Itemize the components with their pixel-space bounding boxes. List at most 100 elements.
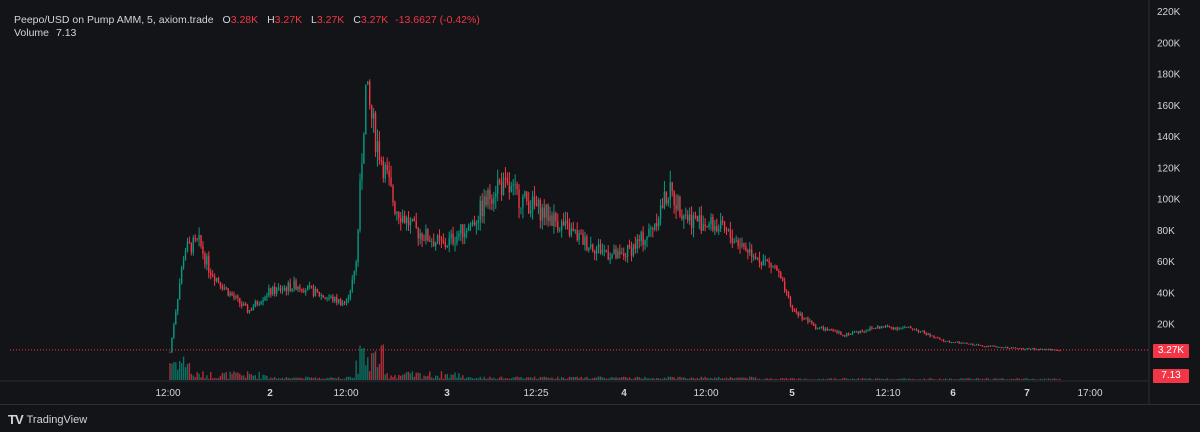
volume-bar (299, 377, 301, 380)
volume-bar (458, 373, 460, 380)
candle-body (392, 185, 394, 203)
candle-body (446, 246, 448, 247)
candle-body (716, 226, 718, 232)
candle-body (361, 163, 363, 181)
volume-bar (529, 377, 532, 380)
volume-bar (258, 371, 260, 380)
volume-bar (277, 378, 280, 380)
candle-body (407, 217, 410, 226)
volume-bar (671, 376, 673, 380)
candle-body (516, 184, 518, 190)
volume-bar (262, 374, 264, 380)
volume-bar (617, 377, 619, 380)
volume-bar (917, 379, 920, 380)
candle-body (227, 288, 229, 296)
candle-body (958, 341, 960, 344)
volume-bar (398, 374, 400, 380)
candle-body (1005, 347, 1007, 348)
volume-bar (1005, 379, 1007, 380)
volume-bar (469, 377, 472, 380)
volume-bar (415, 372, 417, 380)
volume-bar (865, 378, 867, 380)
volume-bar (363, 347, 365, 380)
candle-body (826, 328, 829, 331)
candle-body (324, 297, 326, 299)
volume-bar (685, 378, 687, 380)
volume-bar (407, 371, 410, 380)
volume-bar (675, 378, 677, 380)
candle-body (979, 345, 982, 346)
candle-body (345, 299, 348, 303)
candle-body (811, 320, 813, 324)
candle-body (320, 295, 322, 297)
candle-body (415, 220, 417, 228)
candle-body (465, 230, 468, 233)
volume-bar (336, 378, 338, 380)
volume-bar (429, 371, 431, 380)
volume-bar (937, 379, 939, 380)
candle-body (229, 292, 231, 296)
volume-bar (799, 378, 801, 380)
volume-bar (465, 377, 468, 380)
candle-body (396, 212, 398, 214)
volume-bar (599, 376, 602, 380)
candle-body (1026, 348, 1028, 350)
volume-bar (855, 379, 858, 380)
volume-bar (380, 345, 383, 380)
volume-bar (297, 377, 299, 380)
candle-body (605, 250, 607, 252)
candle-body (642, 232, 644, 245)
tradingview-brand[interactable]: TV TradingView (8, 412, 87, 427)
candle-body (1053, 349, 1055, 351)
candle-body (543, 207, 545, 218)
volume-bar (706, 378, 708, 380)
candle-body (884, 326, 887, 328)
candle-body (568, 222, 571, 236)
volume-bar (512, 377, 514, 380)
volume-bar (801, 379, 803, 380)
candle-body (882, 326, 885, 328)
volume-bar (824, 379, 827, 380)
candle-body (880, 326, 883, 329)
candle-body (403, 215, 406, 224)
candle-body (859, 330, 861, 333)
candle-body (444, 242, 447, 247)
candle-body (968, 343, 970, 345)
candle-body (200, 234, 202, 247)
volume-bar (1006, 379, 1009, 380)
candle-body (493, 197, 495, 204)
candle-body (498, 179, 501, 182)
volume-bar (828, 378, 830, 380)
volume-bar (882, 379, 885, 380)
volume-bar (756, 379, 759, 380)
volume-bar (244, 377, 247, 380)
volume-bar (322, 378, 324, 380)
candle-body (789, 297, 792, 306)
candle-body (586, 236, 588, 250)
volume-bar (906, 379, 908, 380)
candle-body (369, 81, 371, 106)
volume-bar (673, 377, 675, 380)
volume-bar (1055, 378, 1057, 380)
volume-bar (745, 377, 747, 380)
volume-bar (586, 376, 588, 380)
candle-body (673, 191, 675, 206)
candle-body (303, 290, 305, 293)
candle-body (681, 215, 683, 220)
volume-bar (1026, 378, 1028, 380)
candle-body (780, 272, 782, 279)
volume-bar (295, 377, 297, 380)
volume-bar (632, 378, 635, 380)
volume-bar (500, 376, 503, 380)
candle-body (295, 280, 297, 290)
volume-bar (826, 378, 829, 380)
volume-bar (999, 378, 1001, 380)
volume-bar (590, 378, 592, 380)
volume-bar (719, 378, 722, 380)
volume-bar (177, 369, 179, 380)
candle-body (305, 290, 307, 293)
price-chart[interactable]: 220K 200K 180K 160K 140K 120K 100K 80K 60K 40K 20K… (0, 0, 1200, 404)
volume-bar (452, 374, 454, 380)
volume-bar (1036, 379, 1038, 380)
